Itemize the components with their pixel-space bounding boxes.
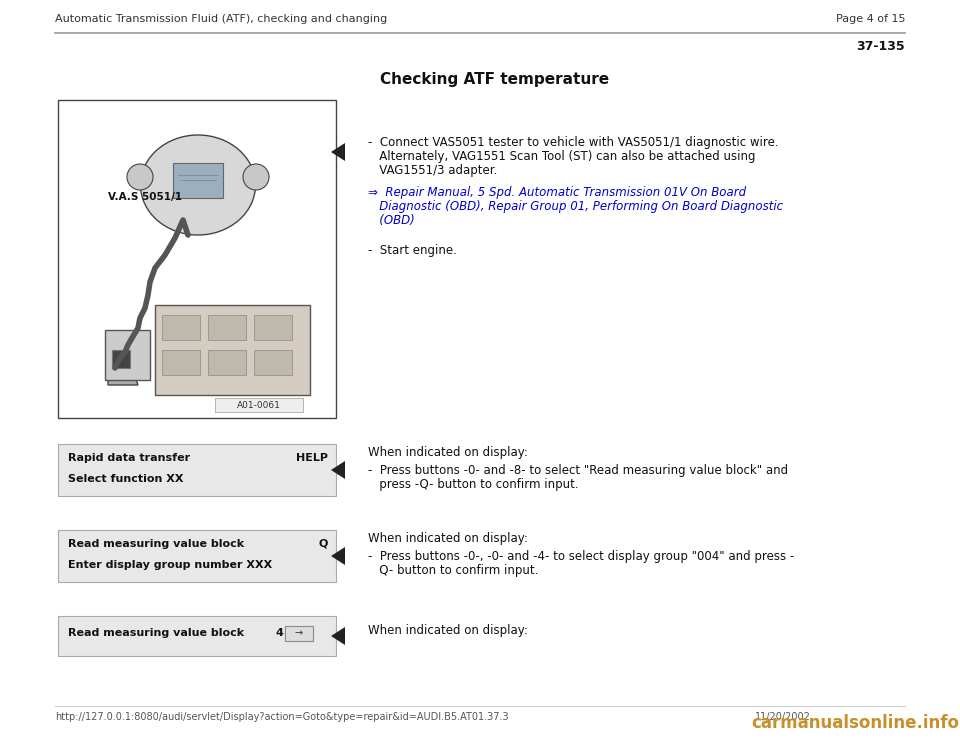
Text: -  Connect VAS5051 tester to vehicle with VAS5051/1 diagnostic wire.: - Connect VAS5051 tester to vehicle with… [368, 136, 779, 149]
Text: 4: 4 [275, 628, 283, 638]
Text: Diagnostic (OBD), Repair Group 01, Performing On Board Diagnostic: Diagnostic (OBD), Repair Group 01, Perfo… [368, 200, 783, 213]
Polygon shape [108, 368, 138, 385]
Bar [254, 315, 292, 340]
Text: -  Start engine.: - Start engine. [368, 244, 457, 257]
Text: 37-135: 37-135 [856, 40, 905, 53]
Text: Page 4 of 15: Page 4 of 15 [835, 14, 905, 24]
Bar [208, 350, 246, 375]
Bar [112, 350, 130, 368]
Polygon shape [331, 461, 345, 479]
Bar [58, 530, 336, 582]
Polygon shape [331, 547, 345, 565]
Text: VAG1551/3 adapter.: VAG1551/3 adapter. [368, 164, 497, 177]
Text: (OBD): (OBD) [368, 214, 415, 227]
Text: Select function XX: Select function XX [68, 474, 183, 484]
Text: HELP: HELP [296, 453, 328, 463]
Ellipse shape [140, 135, 255, 235]
Bar [162, 350, 200, 375]
Bar [58, 444, 336, 496]
Bar [162, 315, 200, 340]
Bar [254, 350, 292, 375]
Text: Q- button to confirm input.: Q- button to confirm input. [368, 564, 539, 577]
Text: Enter display group number XXX: Enter display group number XXX [68, 560, 273, 570]
Bar [105, 330, 150, 380]
Text: carmanualsonline.info: carmanualsonline.info [751, 714, 959, 732]
Text: -  Press buttons -0-, -0- and -4- to select display group "004" and press -: - Press buttons -0-, -0- and -4- to sele… [368, 550, 794, 563]
Text: When indicated on display:: When indicated on display: [368, 446, 528, 459]
Text: A01-0061: A01-0061 [237, 401, 281, 410]
Bar [215, 398, 303, 412]
Text: When indicated on display:: When indicated on display: [368, 624, 528, 637]
Bar [208, 315, 246, 340]
Text: Q: Q [319, 539, 328, 549]
Text: http://127.0.0.1:8080/audi/servlet/Display?action=Goto&type=repair&id=AUDI.B5.AT: http://127.0.0.1:8080/audi/servlet/Displ… [55, 712, 509, 722]
Text: Read measuring value block: Read measuring value block [68, 539, 244, 549]
Text: Rapid data transfer: Rapid data transfer [68, 453, 190, 463]
Bar [58, 616, 336, 656]
Text: 11/20/2002: 11/20/2002 [755, 712, 811, 722]
Text: Checking ATF temperature: Checking ATF temperature [380, 72, 610, 87]
Circle shape [243, 164, 269, 190]
Text: press -Q- button to confirm input.: press -Q- button to confirm input. [368, 478, 579, 491]
Bar [155, 305, 310, 395]
Bar [173, 163, 223, 198]
Text: V.A.S 5051/1: V.A.S 5051/1 [108, 192, 182, 202]
Text: Automatic Transmission Fluid (ATF), checking and changing: Automatic Transmission Fluid (ATF), chec… [55, 14, 387, 24]
Text: →: → [295, 628, 303, 638]
Bar [285, 626, 313, 641]
Text: When indicated on display:: When indicated on display: [368, 532, 528, 545]
Text: Read measuring value block: Read measuring value block [68, 628, 244, 638]
Polygon shape [331, 627, 345, 645]
Bar [58, 100, 336, 418]
Circle shape [127, 164, 153, 190]
Text: Alternately, VAG1551 Scan Tool (ST) can also be attached using: Alternately, VAG1551 Scan Tool (ST) can … [368, 150, 756, 163]
Text: -  Press buttons -0- and -8- to select "Read measuring value block" and: - Press buttons -0- and -8- to select "R… [368, 464, 788, 477]
Polygon shape [331, 143, 345, 161]
Text: ⇒  Repair Manual, 5 Spd. Automatic Transmission 01V On Board: ⇒ Repair Manual, 5 Spd. Automatic Transm… [368, 186, 746, 199]
